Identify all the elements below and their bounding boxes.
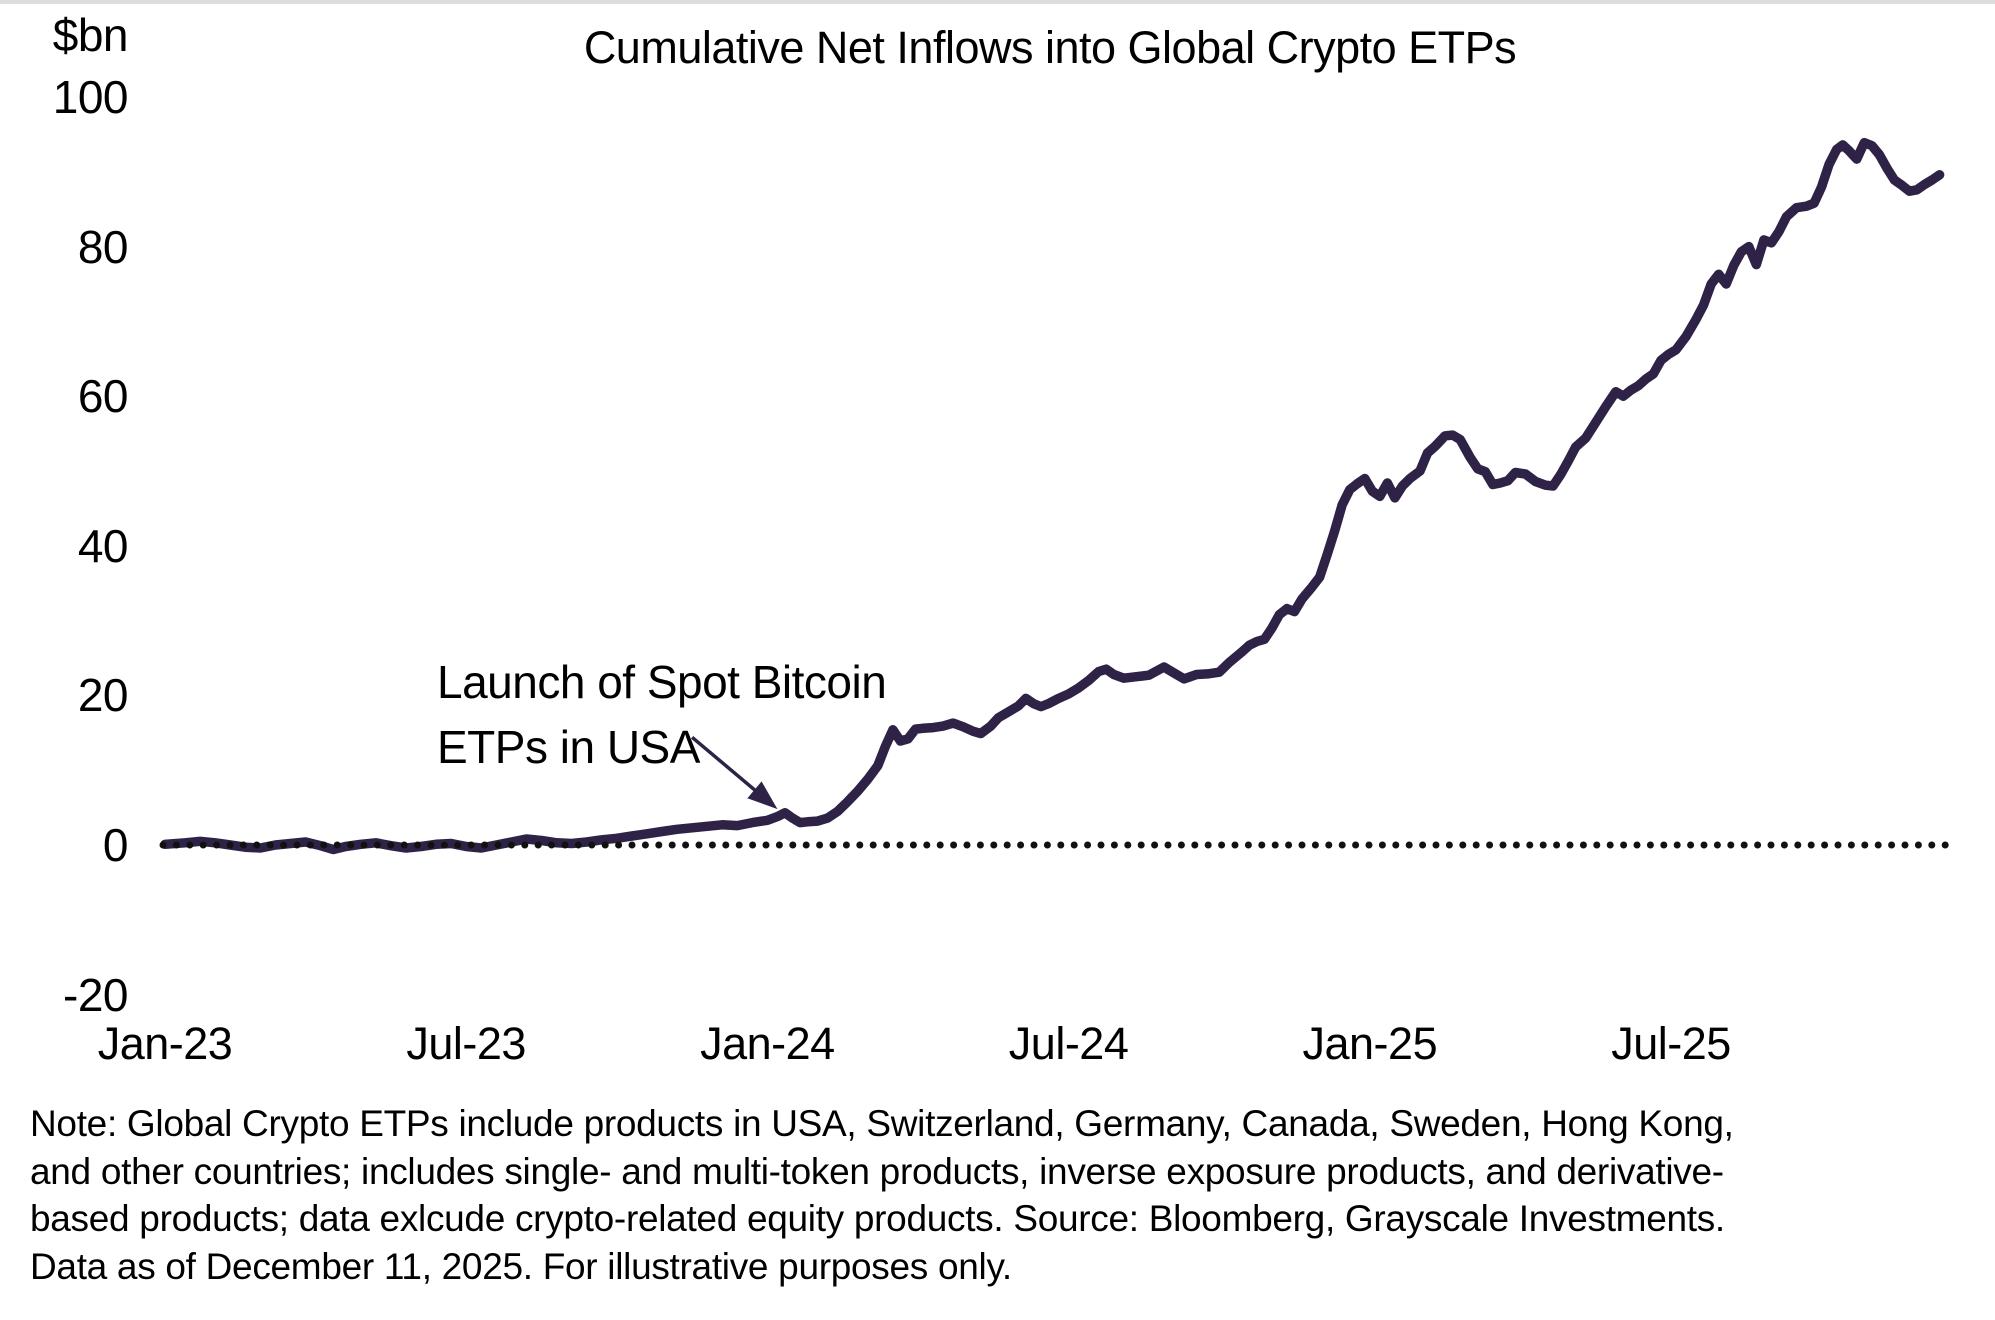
x-tick-Jul-24: Jul-24 (1008, 1018, 1129, 1069)
y-tick-60: 60 (77, 370, 129, 423)
x-tick-Jul-23: Jul-23 (406, 1018, 526, 1069)
x-tick-Jan-25: Jan-25 (1302, 1018, 1438, 1069)
annotation-label: Launch of Spot Bitcoin ETPs in USA (437, 650, 887, 780)
series-line (160, 137, 1945, 855)
footnote-line-4: Data as of December 11, 2025. For illust… (30, 1245, 1012, 1287)
footnote-line-2: and other countries; includes single- an… (30, 1150, 1724, 1192)
x-tick-Jan-23: Jan-23 (97, 1018, 233, 1069)
chart-title: Cumulative Net Inflows into Global Crypt… (583, 22, 1517, 73)
footnote: Note: Global Crypto ETPs include product… (30, 1100, 1960, 1290)
footnote-line-3: based products; data exlcude crypto-rela… (30, 1198, 1725, 1239)
x-tick-Jan-24: Jan-24 (700, 1018, 835, 1069)
y-tick-80: 80 (77, 220, 129, 273)
y-tick-40: 40 (77, 519, 129, 572)
y-tick-100: 100 (52, 71, 129, 123)
y-tick--20: -20 (63, 968, 128, 1021)
y-tick-20: 20 (77, 669, 129, 722)
footnote-line-1: Note: Global Crypto ETPs include product… (30, 1103, 1734, 1144)
x-tick-Jul-25: Jul-25 (1611, 1018, 1731, 1069)
y-axis-unit-label: $bn (52, 9, 129, 61)
y-tick-0: 0 (102, 819, 129, 871)
annotation-line-1: Launch of Spot Bitcoin (437, 656, 887, 708)
annotation-line-2: ETPs in USA (437, 721, 700, 773)
top-divider (0, 0, 1995, 4)
